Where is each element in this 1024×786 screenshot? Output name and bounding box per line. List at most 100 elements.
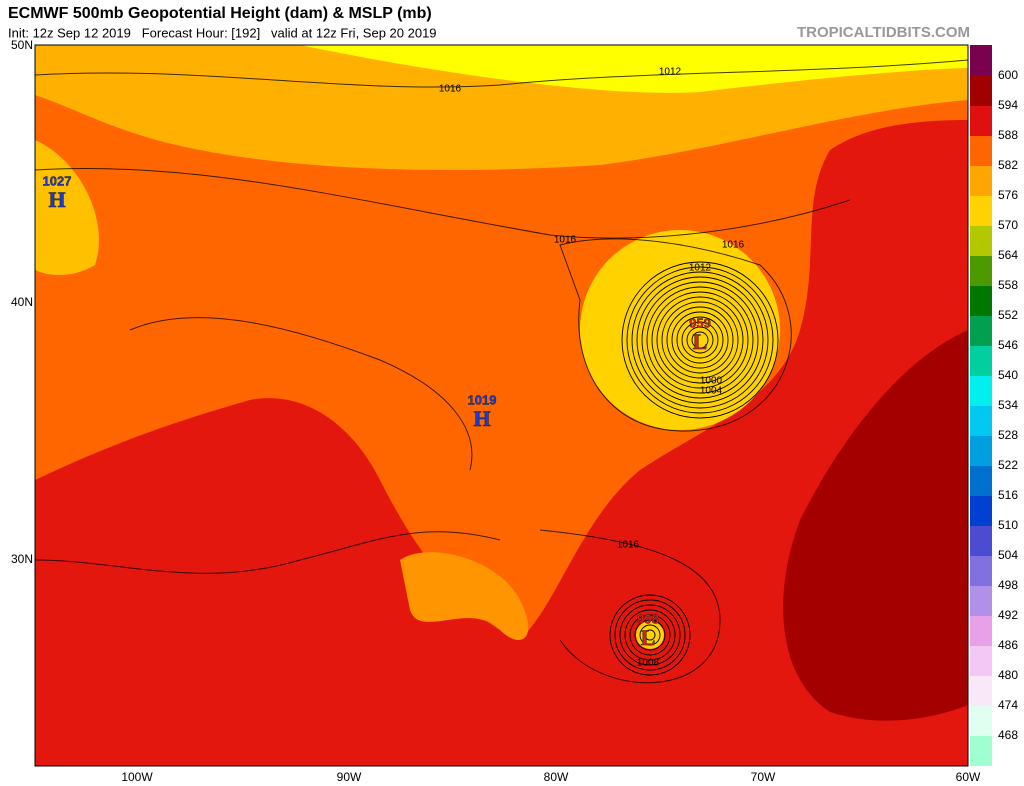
watermark: TROPICALTIDBITS.COM bbox=[797, 24, 970, 41]
isobar-ring bbox=[666, 306, 734, 374]
longitude-label: 90W bbox=[337, 770, 362, 784]
latitude-label: 40N bbox=[11, 295, 33, 309]
longitude-label: 100W bbox=[121, 770, 153, 784]
isobar-label: 1016 bbox=[554, 235, 577, 246]
colorbar-label: 480 bbox=[998, 668, 1018, 682]
colorbar-swatch bbox=[970, 586, 992, 616]
isobar-label: 1012 bbox=[659, 67, 682, 78]
pressure-letter: H bbox=[48, 187, 65, 212]
height-fill-576b bbox=[35, 140, 99, 275]
colorbar-swatch bbox=[970, 106, 992, 136]
colorbar: 600 594 588 582 576 570 564 558 552 546 540 534 528 5… bbox=[970, 45, 1018, 766]
isobar-ring bbox=[621, 261, 779, 419]
isobar-ring bbox=[626, 266, 774, 414]
isobars bbox=[35, 59, 968, 684]
colorbar-swatch bbox=[970, 196, 992, 226]
isobar-ring bbox=[619, 604, 681, 666]
height-fill-582b bbox=[400, 552, 529, 640]
isobar-label: 1004 bbox=[700, 386, 723, 397]
pressure-value: 998 bbox=[637, 611, 659, 626]
isobar-ring bbox=[631, 271, 769, 409]
isobar-rings bbox=[609, 261, 779, 676]
colorbar-label: 528 bbox=[998, 428, 1018, 442]
isobar-label: 1016 bbox=[722, 240, 745, 251]
colorbar-label: 546 bbox=[998, 338, 1018, 352]
isobar-ring bbox=[636, 276, 764, 404]
isobar-ring bbox=[609, 594, 691, 676]
colorbar-swatch bbox=[970, 286, 992, 316]
isobar-ring bbox=[656, 296, 744, 384]
height-fill-570 bbox=[300, 45, 968, 93]
isobar-ring bbox=[691, 331, 709, 349]
pressure-value: 959 bbox=[689, 315, 711, 330]
colorbar-label: 474 bbox=[998, 698, 1018, 712]
colorbar-label: 564 bbox=[998, 248, 1018, 262]
map-area bbox=[35, 45, 968, 766]
colorbar-label: 522 bbox=[998, 458, 1018, 472]
isobar-ring bbox=[676, 316, 724, 364]
colorbar-label: 492 bbox=[998, 608, 1018, 622]
colorbar-swatch bbox=[970, 166, 992, 196]
isobar-ring bbox=[644, 629, 656, 641]
latitude-label: 30N bbox=[11, 552, 33, 566]
longitude-label: 70W bbox=[751, 770, 776, 784]
isobar-ring bbox=[641, 281, 759, 399]
colorbar-swatch bbox=[970, 406, 992, 436]
colorbar-label: 558 bbox=[998, 278, 1018, 292]
colorbar-label: 498 bbox=[998, 578, 1018, 592]
colorbar-label: 534 bbox=[998, 398, 1018, 412]
isobar-label: 1012 bbox=[689, 263, 712, 274]
pressure-value: 1027 bbox=[43, 173, 72, 188]
colorbar-swatch bbox=[970, 616, 992, 646]
colorbar-swatch bbox=[970, 706, 992, 736]
colorbar-swatch bbox=[970, 496, 992, 526]
isobar-ring bbox=[671, 311, 729, 369]
colorbar-swatch bbox=[970, 346, 992, 376]
isobar-ring bbox=[634, 619, 666, 651]
colorbar-swatch bbox=[970, 256, 992, 286]
longitude-label: 80W bbox=[544, 770, 569, 784]
colorbar-swatch bbox=[970, 76, 992, 106]
title: ECMWF 500mb Geopotential Height (dam) & … bbox=[8, 5, 432, 22]
colorbar-label: 510 bbox=[998, 518, 1018, 532]
isobar-ring bbox=[624, 609, 676, 661]
isobar-ring bbox=[651, 291, 749, 389]
latitude-label: 50N bbox=[11, 38, 33, 52]
map-frame bbox=[34, 44, 969, 767]
colorbar-label: 588 bbox=[998, 128, 1018, 142]
isobar-ring bbox=[629, 614, 671, 656]
longitude-label: 60W bbox=[956, 770, 981, 784]
isobar-label: 1016 bbox=[439, 84, 462, 95]
isobar-ring bbox=[646, 286, 754, 394]
colorbar-swatch bbox=[970, 316, 992, 346]
isobar-ring bbox=[681, 321, 719, 359]
colorbar-swatch bbox=[970, 466, 992, 496]
colorbar-swatch bbox=[970, 526, 992, 556]
colorbar-label: 570 bbox=[998, 218, 1018, 232]
isobar-label: 1000 bbox=[700, 376, 723, 387]
isobar-ring bbox=[686, 326, 714, 354]
isobar-ring bbox=[614, 599, 686, 671]
isobar-ring bbox=[661, 301, 739, 379]
pressure-letter: L bbox=[693, 329, 708, 354]
colorbar-label: 516 bbox=[998, 488, 1018, 502]
colorbar-label: 486 bbox=[998, 638, 1018, 652]
colorbar-swatch bbox=[970, 45, 992, 76]
subtitle: Init: 12z Sep 12 2019 Forecast Hour: [19… bbox=[8, 25, 437, 40]
colorbar-label: 468 bbox=[998, 728, 1018, 742]
colorbar-label: 582 bbox=[998, 158, 1018, 172]
colorbar-swatch bbox=[970, 556, 992, 586]
colorbar-swatch bbox=[970, 436, 992, 466]
colorbar-swatch bbox=[970, 676, 992, 706]
colorbar-label: 540 bbox=[998, 368, 1018, 382]
colorbar-label: 594 bbox=[998, 98, 1018, 112]
height-fill-582 bbox=[35, 45, 968, 640]
colorbar-swatch bbox=[970, 226, 992, 256]
pressure-value: 1019 bbox=[468, 392, 497, 407]
colorbar-swatch bbox=[970, 376, 992, 406]
colorbar-label: 576 bbox=[998, 188, 1018, 202]
height-fill-594 bbox=[783, 330, 968, 721]
height-fill-low bbox=[580, 230, 780, 430]
colorbar-swatch bbox=[970, 136, 992, 166]
